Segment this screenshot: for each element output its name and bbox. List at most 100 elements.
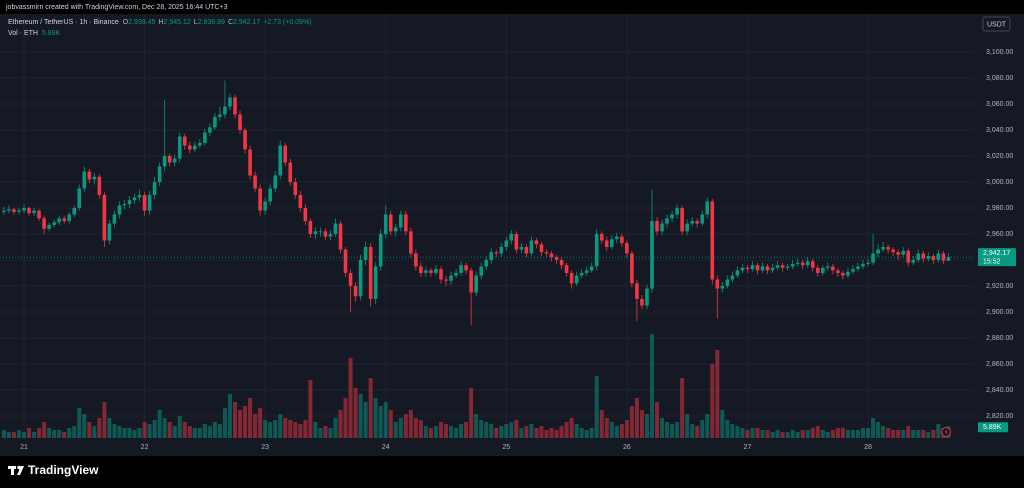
volume-bar [675, 422, 680, 438]
candle-body [514, 233, 519, 250]
volume-bar [554, 430, 559, 438]
candle-body [715, 279, 720, 289]
change: +2.73 (+0.09%) [263, 19, 311, 26]
volume-bar [378, 406, 383, 438]
candle-body [378, 233, 383, 267]
candle-body [815, 267, 820, 273]
volume-bar [333, 418, 338, 438]
candle-body [293, 181, 298, 195]
high-key: H [158, 19, 163, 26]
candle-body [147, 194, 152, 211]
volume-bar [916, 430, 921, 438]
volume-bar [850, 430, 855, 438]
candle-body [338, 223, 343, 250]
volume-bar [32, 432, 37, 438]
volume-bar [233, 402, 238, 438]
candle-body [218, 114, 222, 117]
candle-body [97, 176, 102, 195]
candle-body [92, 176, 97, 180]
volume-bar [182, 422, 187, 438]
candle-body [419, 266, 423, 273]
candle-body [906, 250, 911, 263]
candle-body [680, 207, 684, 232]
volume-bar [474, 414, 479, 438]
candle-body [117, 205, 122, 215]
candle-body [57, 218, 61, 223]
candle-body [645, 288, 649, 306]
volume-bar [665, 422, 670, 438]
volume-bar [725, 420, 730, 438]
candle-body [524, 246, 529, 254]
candle-body [594, 233, 599, 267]
candle-body [569, 272, 574, 284]
volume-bar [273, 420, 278, 438]
candle-body [790, 263, 795, 267]
candle-body [886, 246, 890, 250]
volume-bar [323, 426, 328, 438]
volume-bar [288, 420, 293, 438]
volume-bar [936, 424, 941, 438]
candle-body [700, 214, 705, 224]
candle-body [916, 253, 921, 260]
volume-bar [680, 378, 685, 438]
volume-bar [308, 380, 313, 438]
volume-bar [358, 394, 363, 438]
volume-bar [142, 422, 147, 438]
volume-bar [765, 430, 770, 438]
volume-bar [579, 428, 584, 438]
volume-bar [504, 424, 509, 438]
currency-button[interactable] [982, 16, 1011, 32]
volume-bar [589, 428, 594, 438]
candle-body [278, 145, 283, 176]
volume-bar [212, 422, 217, 438]
volume-bar [418, 420, 423, 438]
volume-bar [644, 414, 649, 438]
candle-body [444, 279, 448, 281]
volume-bar [227, 394, 232, 438]
volume-bar [428, 428, 433, 438]
price-badge [978, 248, 1016, 267]
candle-body [187, 145, 192, 150]
candle-body [871, 253, 875, 263]
candle-body [625, 243, 629, 254]
candle-body [318, 231, 323, 233]
candle-body [2, 210, 6, 212]
volume-bar [92, 426, 97, 438]
volume-bar [911, 430, 916, 438]
candle-body [589, 266, 594, 271]
high: 2,945.12 [164, 19, 191, 26]
candle-body [82, 171, 87, 189]
candle-body [157, 166, 162, 182]
volume-bar [87, 422, 92, 438]
volume-bar [6, 432, 11, 438]
volume-bar [539, 426, 544, 438]
candle-body [167, 155, 172, 163]
candle-body [891, 249, 895, 253]
candle-body [931, 256, 936, 260]
candle-body [921, 253, 926, 259]
candle-body [283, 145, 288, 163]
volume-title: Vol · ETH [8, 30, 38, 37]
y-tick-label: 2,820.00 [986, 413, 1013, 420]
volume-bar [489, 424, 494, 438]
candle-body [328, 233, 333, 237]
candle-body [323, 231, 328, 237]
volume-bar [609, 422, 614, 438]
volume-bar [700, 420, 705, 438]
volume-bar [639, 410, 644, 438]
created-note: jobvassmirn created with TradingView.com… [5, 4, 228, 11]
countdown: 15:52 [983, 258, 1001, 265]
candle-body [414, 253, 418, 267]
candle-body [539, 244, 544, 253]
volume-bar [449, 426, 454, 438]
volume-bar [830, 430, 835, 438]
currency[interactable]: USDT [987, 21, 1007, 28]
candle-body [720, 285, 725, 289]
volume-bar [881, 426, 886, 438]
volume-bar [1, 430, 6, 438]
volume-bar [569, 418, 574, 438]
candle-body [454, 272, 458, 276]
candle-body [615, 236, 619, 240]
volume-bar [192, 428, 197, 438]
y-tick-label: 2,920.00 [986, 283, 1013, 290]
